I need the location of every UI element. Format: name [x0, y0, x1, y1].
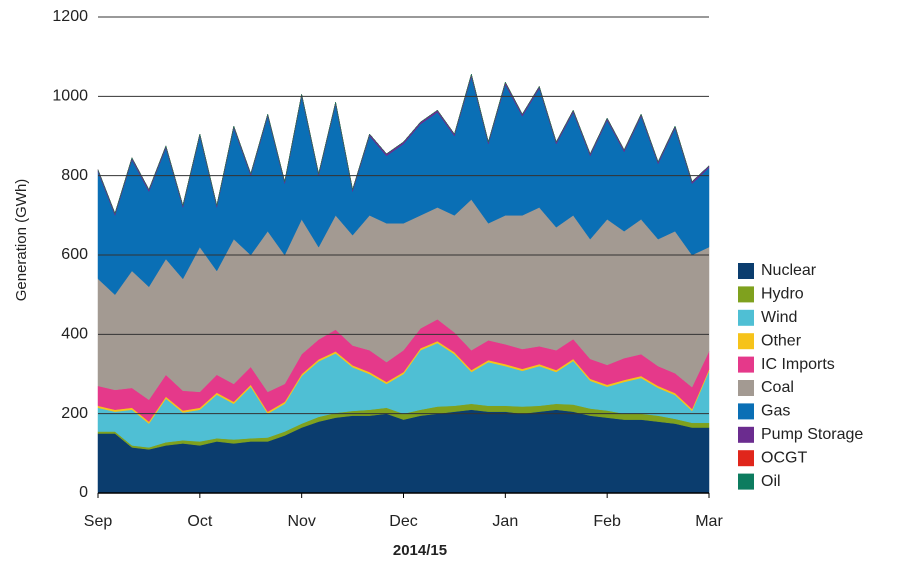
legend-label: Wind [761, 309, 797, 326]
legend-label: Pump Storage [761, 426, 863, 443]
legend-label: Coal [761, 379, 794, 396]
legend-swatch [738, 286, 754, 303]
legend-label: IC Imports [761, 356, 835, 373]
y-tick-label: 400 [61, 326, 88, 343]
legend-swatch [738, 356, 754, 373]
legend-label: Nuclear [761, 262, 817, 279]
x-tick-label: Mar [695, 513, 723, 530]
legend-swatch [738, 473, 754, 490]
legend-swatch [738, 309, 754, 326]
y-tick-label: 200 [61, 405, 88, 422]
x-tick-label: Oct [187, 513, 212, 530]
legend-label: OCGT [761, 449, 807, 466]
legend-swatch [738, 263, 754, 279]
x-tick-label: Dec [389, 513, 417, 530]
legend-swatch [738, 403, 754, 420]
y-tick-label: 800 [61, 167, 88, 184]
y-tick-label: 1200 [52, 8, 88, 25]
legend-label: Gas [761, 403, 790, 420]
legend-label: Oil [761, 473, 781, 490]
y-tick-label: 0 [79, 484, 88, 501]
x-tick-label: Sep [84, 513, 113, 530]
legend-swatch [738, 380, 754, 396]
legend-swatch [738, 333, 754, 350]
x-tick-label: Nov [287, 513, 315, 530]
legend-swatch [738, 426, 754, 443]
x-tick-label: Feb [593, 513, 621, 530]
legend-label: Hydro [761, 286, 804, 303]
y-axis-label: Generation (GWh) [13, 179, 30, 302]
legend-label: Other [761, 332, 802, 349]
y-tick-label: 600 [61, 246, 88, 263]
legend-swatch [738, 450, 754, 467]
x-tick-label: Jan [492, 513, 518, 530]
y-tick-label: 1000 [52, 88, 88, 105]
area [97, 73, 710, 215]
x-axis-label: 2014/15 [393, 542, 447, 559]
